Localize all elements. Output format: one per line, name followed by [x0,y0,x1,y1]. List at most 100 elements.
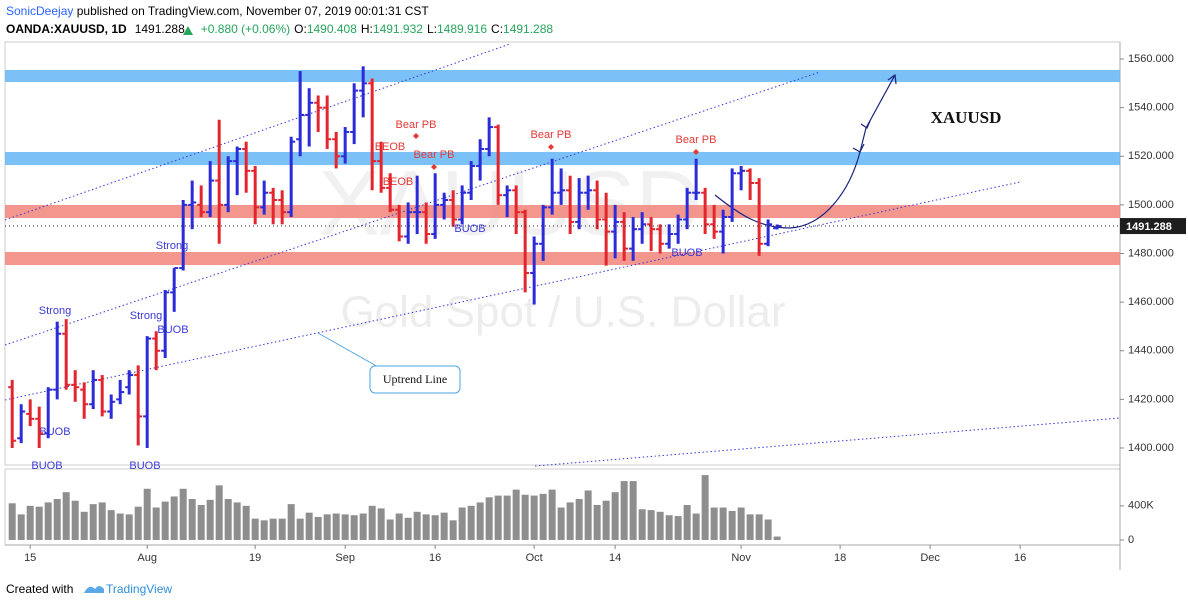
last-price-label: 1491.288 [1126,221,1172,233]
volume-bar [53,499,61,540]
marker [548,144,554,150]
volume-bar [323,514,331,540]
volume-bar [773,536,781,540]
volume-bar [494,495,502,540]
volume-bar [521,494,529,540]
volume-bar [107,510,115,540]
y-tick-label: 1420.000 [1128,393,1174,405]
change: +0.880 (+0.06%) [201,22,290,36]
up-arrow [183,26,193,35]
trend-lines [4,43,1121,467]
volume-bar [602,500,610,540]
volume-bar [197,504,205,540]
y-tick-label: 1400.000 [1128,442,1174,454]
volume-bar [116,513,124,540]
volume-bar [296,518,304,540]
low-value: 1489.916 [437,22,487,36]
volume-bar [377,508,385,540]
volume-bar [584,490,592,540]
volume-bar [35,506,43,540]
volume-bar [8,503,16,540]
volume-bar [440,512,448,540]
x-tick-label: 14 [609,552,621,564]
volume-tick-label: 0 [1128,534,1134,546]
resistance-zone [5,70,1120,82]
high-label: H: [361,22,373,36]
volume-bar [260,520,268,540]
volume-bar [395,513,403,540]
volume-tick-label: 400K [1128,500,1154,512]
x-tick-label: Sep [335,552,355,564]
uptrend-line [4,181,1021,401]
footer-created: Created with [6,582,73,596]
y-tick-label: 1560.000 [1128,53,1174,65]
y-tick-label: 1540.000 [1128,102,1174,114]
brand-logo [84,586,104,593]
volume-bar [485,497,493,540]
volume-bar [548,489,556,540]
volume-bar [683,504,691,540]
published: published on TradingView.com, November 0… [77,4,430,18]
volume-bar [17,514,25,540]
volume-bar [224,499,232,540]
support-zone [5,252,1120,265]
volume-bar [143,488,151,540]
annotation: BUOB [671,247,702,259]
volume-bar [98,502,106,540]
volume-bar [458,507,466,540]
annotation: BEOB [375,141,406,153]
volume-bar [566,502,574,540]
author[interactable]: SonicDeejay [6,4,73,18]
last-price-tag [1120,218,1186,235]
marker [413,133,419,139]
volume-bar [125,514,133,540]
close-label: C: [491,22,503,36]
volume-bar [503,495,511,540]
volume-bar [674,516,682,540]
y-tick-label: 1500.000 [1128,199,1174,211]
volume-bar [359,513,367,540]
volume-bar [422,514,430,540]
annotation: BUOB [129,460,160,472]
volume-bar [71,500,79,540]
channel-line [4,71,821,346]
volume-bar [314,516,322,540]
volume-bar [80,511,88,540]
volume-bar [575,499,583,540]
marker [693,149,699,155]
marker [431,164,437,170]
annotation: Strong [130,310,162,322]
annotation: Strong [39,305,71,317]
support-zone [5,205,1120,218]
volume-bar [629,481,637,540]
open-label: O: [294,22,307,36]
volume-bar [620,481,628,540]
volume-bar [656,511,664,540]
annotation: Bear PB [676,134,717,146]
volume-bar [557,507,565,540]
volume-bar [467,505,475,540]
x-tick-label: Aug [137,552,157,564]
volume-bar [413,511,421,540]
volume-bar [611,492,619,540]
x-tick-label: 16 [429,552,441,564]
volume-bar [188,499,196,540]
volume-bar [206,499,214,540]
volume-bar [305,512,313,540]
annotation: BUOB [454,223,485,235]
volume-bar [269,518,277,540]
volume-bar [44,502,52,540]
volume-bar [449,520,457,540]
annotation: Uptrend Line [383,372,447,386]
volume-bar [764,519,772,540]
symbol-line: OANDA:XAUUSD, 1D 1491.288 +0.880 (+0.06%) O… [6,22,553,36]
volume-bar [746,514,754,540]
x-tick-label: 19 [249,552,261,564]
arrow-heads [852,73,897,153]
footer-brand[interactable]: TradingView [106,582,172,596]
annotation: Strong [156,240,188,252]
x-tick-label: 16 [1014,552,1026,564]
volume-bar [215,485,223,540]
volume-bar [710,507,718,540]
x-tick-label: 18 [834,552,846,564]
